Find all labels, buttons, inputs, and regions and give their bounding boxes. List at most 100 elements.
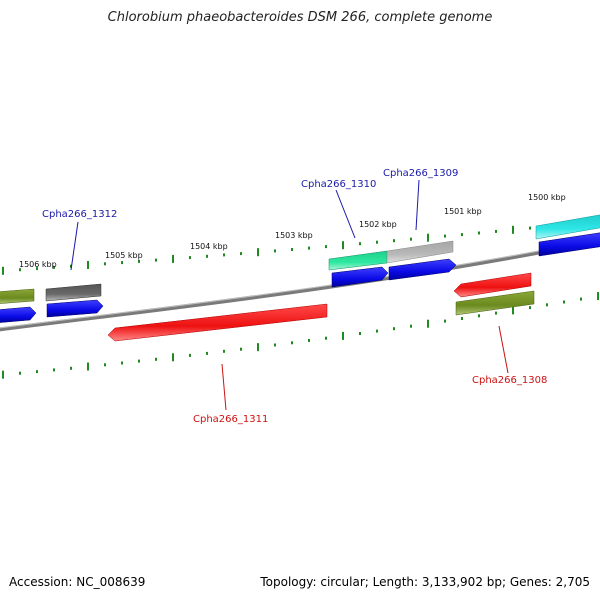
gene-cpha266-1312[interactable] [45, 283, 102, 302]
lower-scale-tick [240, 347, 242, 351]
lower-scale-tick [104, 363, 106, 367]
upper-scale-tick [359, 242, 361, 246]
upper-scale-tick [2, 266, 4, 275]
gene-cyan-right[interactable] [535, 214, 600, 240]
gene-label-cpha266-1308[interactable]: Cpha266_1308 [472, 375, 547, 386]
lower-scale-tick [325, 336, 327, 340]
lower-scale-tick [597, 292, 599, 301]
lower-scale-tick [495, 311, 497, 315]
lower-scale-tick [274, 343, 276, 347]
gene-olive-lower-right[interactable] [455, 290, 535, 316]
upper-scale-tick [529, 226, 531, 230]
lower-scale-tick [461, 317, 463, 320]
upper-scale-tick [393, 239, 395, 243]
lower-scale-tick [393, 327, 395, 331]
upper-scale-tick [427, 233, 429, 242]
lower-scale-tick [223, 349, 225, 353]
upper-scale-tick [291, 248, 293, 251]
upper-scale-tick [240, 252, 242, 256]
gene-olive-left[interactable] [0, 288, 35, 304]
upper-scale-tick [342, 241, 344, 250]
gene-labels: Cpha266_1312 Cpha266_1310 Cpha266_1309 C… [42, 168, 547, 425]
upper-scale-tick [70, 264, 72, 268]
gene-blue-left[interactable] [46, 299, 104, 318]
gene-label-cpha266-1312[interactable]: Cpha266_1312 [42, 209, 117, 220]
lower-scale-tick [36, 370, 38, 374]
forward-strand-genes [0, 214, 600, 323]
lower-scale-tick [478, 314, 480, 318]
gene-blue-mid-a[interactable] [331, 266, 389, 288]
lower-scale-tick [444, 319, 446, 323]
upper-scale-tick [478, 231, 480, 235]
upper-scale-tick [189, 256, 191, 260]
gene-cpha266-1310[interactable] [328, 250, 388, 271]
lower-scale-tick [172, 353, 174, 362]
leader-cpha266-1310 [335, 189, 356, 239]
lower-scale-tick [376, 329, 378, 333]
reverse-strand-genes [107, 272, 535, 342]
lower-scale-tick [189, 353, 191, 357]
lower-scale-tick [121, 361, 123, 365]
lower-scale-tick [70, 366, 72, 370]
lower-scale-tick [87, 362, 89, 371]
scale-label-1500: 1500 kbp [528, 193, 566, 202]
upper-scale-tick [172, 254, 174, 263]
lower-scale-tick [546, 303, 548, 307]
scale-label-1503: 1503 kbp [275, 231, 313, 240]
lower-scale-tick [529, 306, 531, 310]
gene-label-cpha266-1310[interactable]: Cpha266_1310 [301, 179, 376, 190]
upper-scale-tick [444, 234, 446, 238]
upper-scale-tick [206, 254, 208, 258]
upper-scale-tick [512, 225, 514, 234]
leader-cpha266-1312 [70, 221, 79, 271]
lower-scale-tick [53, 368, 55, 372]
upper-scale-tick [138, 259, 140, 263]
scale-ticks-lower [2, 292, 599, 379]
scale-label-1505: 1505 kbp [105, 251, 143, 260]
label-leader-lines [70, 179, 509, 411]
gene-label-cpha266-1311[interactable]: Cpha266_1311 [193, 414, 268, 425]
lower-scale-tick [155, 357, 157, 361]
gene-blue-right[interactable] [538, 232, 600, 257]
lower-scale-tick [512, 306, 514, 315]
upper-scale-tick [325, 245, 327, 249]
upper-scale-tick [87, 261, 89, 269]
genome-summary-text: Topology: circular; Length: 3,133,902 bp… [260, 575, 590, 589]
leader-cpha266-1308 [498, 325, 509, 374]
upper-scale-tick [376, 240, 378, 244]
genome-backbone [0, 238, 600, 332]
upper-scale-tick [121, 261, 123, 265]
genome-title: Chlorobium phaeobacteroides DSM 266, com… [107, 10, 493, 25]
lower-scale-tick [359, 332, 361, 335]
gene-blue-left-edge[interactable] [0, 306, 37, 323]
upper-scale-tick [104, 262, 106, 266]
scale-label-1502: 1502 kbp [359, 220, 397, 229]
scale-label-1506: 1506 kbp [19, 260, 57, 269]
leader-cpha266-1309 [415, 179, 420, 231]
upper-scale-tick [461, 233, 463, 237]
accession-text: Accession: NC_008639 [9, 575, 146, 589]
lower-scale-tick [19, 371, 21, 375]
upper-scale-tick [19, 268, 21, 272]
lower-scale-tick [427, 319, 429, 328]
upper-scale-tick [495, 229, 497, 233]
genome-backbone-highlight [0, 238, 600, 329]
scale-ticks-upper [2, 217, 599, 275]
upper-scale-tick [155, 258, 157, 262]
upper-scale-tick [308, 246, 310, 250]
gene-label-cpha266-1309[interactable]: Cpha266_1309 [383, 168, 458, 179]
scale-label-1504: 1504 kbp [190, 242, 228, 251]
lower-scale-tick [2, 370, 4, 379]
upper-scale-tick [410, 237, 412, 241]
upper-scale-tick [274, 249, 276, 253]
upper-scale-tick [53, 265, 55, 269]
gene-cpha266-1309[interactable] [386, 240, 454, 264]
lower-scale-tick [291, 341, 293, 345]
gene-cpha266-1308[interactable] [453, 272, 532, 298]
lower-scale-tick [580, 297, 582, 301]
scale-labels: 1506 kbp 1505 kbp 1504 kbp 1503 kbp 1502… [19, 193, 566, 269]
upper-scale-tick [223, 253, 225, 257]
gene-cpha266-1311[interactable] [107, 303, 328, 342]
gene-blue-mid-b[interactable] [388, 258, 457, 281]
